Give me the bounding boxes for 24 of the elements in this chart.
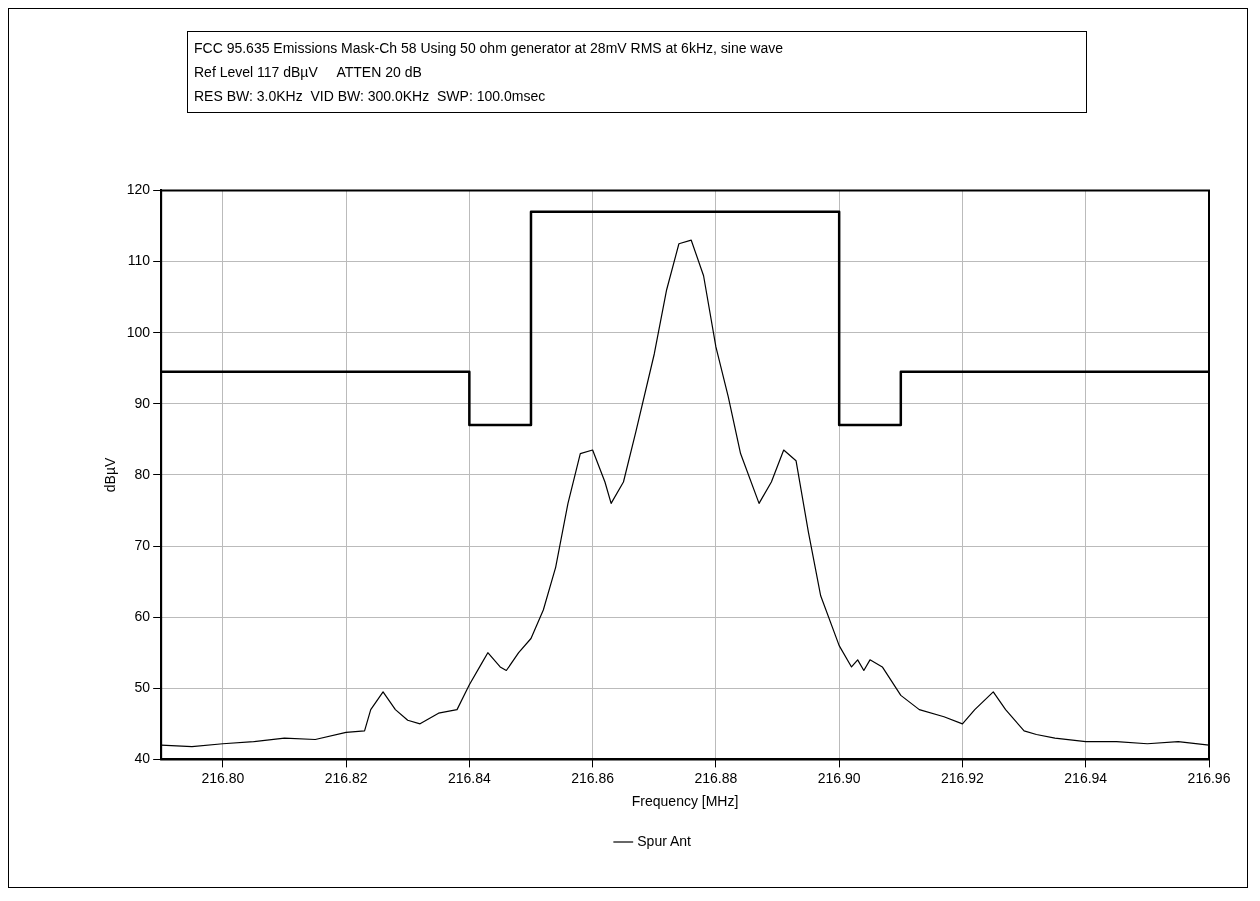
y-tick-label: 50 — [134, 679, 151, 696]
chart-title: FCC 95.635 Emissions Mask-Ch 58 Using 50 ohm generator at 28mV RMS at 6kHz, sine wave — [194, 39, 785, 58]
y-axis-title: dBµV — [102, 456, 119, 493]
x-axis-title: Frequency [MHz] — [631, 793, 739, 810]
x-tick-label: 216.90 — [817, 769, 861, 786]
x-tick-label: 216.94 — [1064, 769, 1108, 786]
text: RES BW: 3.0KHz VID BW: 300.0KHz SWP: 100.0msec — [194, 87, 547, 106]
y-tick-label: 70 — [134, 536, 151, 553]
x-tick-label: 216.80 — [201, 769, 245, 786]
x-tick-label: 216.84 — [447, 769, 491, 786]
text: Ref Level 117 dBµV ATTEN 20 dB — [194, 63, 423, 82]
x-tick-label: 216.82 — [324, 769, 368, 786]
y-tick-label: 110 — [127, 252, 151, 269]
y-tick-label: 100 — [126, 323, 151, 340]
y-tick-label: 120 — [126, 181, 151, 198]
legend-label: Spur Ant — [637, 832, 692, 849]
y-tick-label: 80 — [134, 465, 151, 482]
x-tick-label: 216.88 — [694, 769, 738, 786]
x-tick-label: 216.92 — [941, 769, 985, 786]
x-tick-label: 216.86 — [571, 769, 615, 786]
x-tick-label: 216.96 — [1187, 769, 1231, 786]
y-tick-label: 40 — [134, 750, 151, 767]
y-tick-label: 90 — [134, 394, 151, 411]
y-tick-label: 60 — [134, 608, 151, 625]
